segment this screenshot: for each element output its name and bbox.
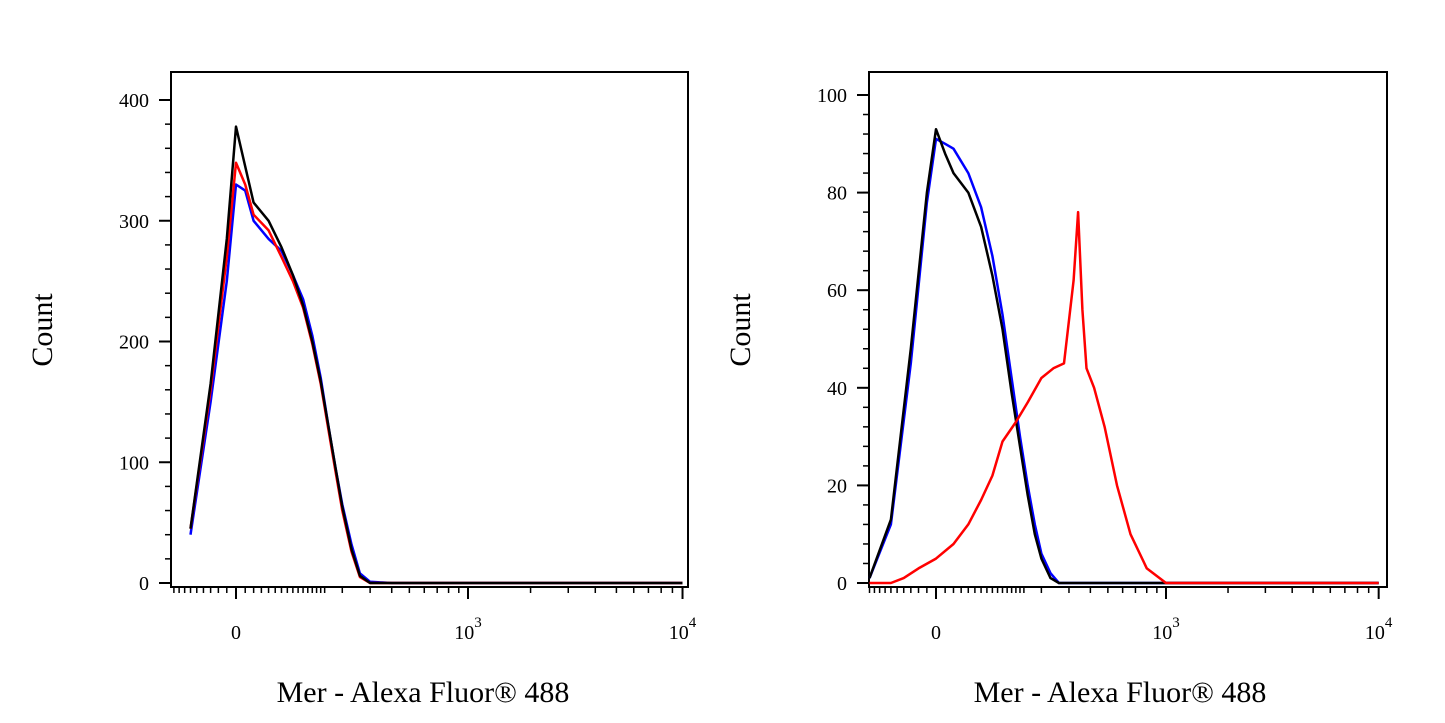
left-plot-frame xyxy=(170,71,689,588)
x-tick-label: 104 xyxy=(669,615,697,644)
y-tick-label: 400 xyxy=(119,90,149,112)
x-tick-label: 103 xyxy=(1152,615,1180,644)
left-x-axis-title: Mer - Alexa Fluor® 488 xyxy=(277,676,570,709)
right-y-axis-title: Count xyxy=(724,293,757,367)
y-tick-label: 0 xyxy=(139,573,149,595)
y-tick-label: 40 xyxy=(827,378,847,400)
x-tick-label: 103 xyxy=(454,615,482,644)
x-tick-exponent: 3 xyxy=(1172,615,1180,631)
x-tick-exponent: 3 xyxy=(474,615,482,631)
y-tick-label: 20 xyxy=(827,475,847,497)
y-tick-label: 300 xyxy=(119,211,149,233)
histogram-series-line xyxy=(189,161,683,585)
y-tick-label: 0 xyxy=(837,573,847,595)
histogram-series-line xyxy=(189,183,683,585)
y-tick-label: 60 xyxy=(827,280,847,302)
left-histogram-panel: Count Mer - Alexa Fluor® 488 0 100 200 300 4… xyxy=(26,71,697,709)
right-x-axis-title: Mer - Alexa Fluor® 488 xyxy=(974,676,1267,709)
x-tick-exponent: 4 xyxy=(689,615,697,631)
histogram-series-line xyxy=(868,137,1379,585)
x-tick-label: 0 xyxy=(231,622,241,644)
y-tick-label: 80 xyxy=(827,183,847,205)
histogram-series-line xyxy=(869,210,1379,585)
x-tick-label: 0 xyxy=(931,622,941,644)
y-tick-label: 100 xyxy=(817,85,847,107)
histogram-series-line xyxy=(868,127,1379,585)
histogram-series-line xyxy=(189,125,683,585)
right-plot-frame xyxy=(868,71,1388,588)
left-y-axis-title: Count xyxy=(26,293,59,367)
x-tick-exponent: 4 xyxy=(1385,615,1393,631)
y-tick-label: 200 xyxy=(119,332,149,354)
x-tick-label: 104 xyxy=(1365,615,1393,644)
left-chart-marks: 0 100 200 300 400 0 103 104 xyxy=(119,90,697,644)
y-tick-label: 100 xyxy=(119,452,149,474)
right-chart-marks: 0 20 40 60 80 100 0 103 104 xyxy=(817,85,1393,644)
right-histogram-panel: Count Mer - Alexa Fluor® 488 02040608010… xyxy=(724,71,1393,709)
